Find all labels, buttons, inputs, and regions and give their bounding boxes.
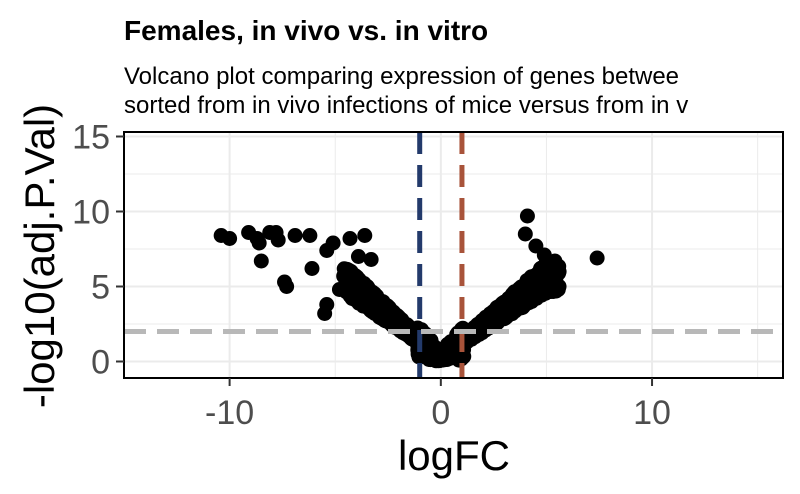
data-point — [517, 226, 533, 242]
data-point — [253, 253, 269, 269]
data-point — [351, 272, 367, 288]
data-point — [589, 250, 605, 266]
data-point — [524, 294, 540, 309]
data-point — [350, 249, 366, 264]
x-tick-label: -10 — [205, 394, 254, 432]
y-tick-label: 10 — [72, 194, 110, 232]
data-point — [317, 306, 333, 321]
data-point — [357, 228, 373, 243]
data-point — [331, 282, 347, 297]
data-point — [325, 235, 341, 251]
data-point — [279, 279, 295, 294]
x-axis-ticks: -10 0 10 — [205, 378, 671, 432]
chart-subtitle-line-1: Volcano plot comparing expression of gen… — [124, 63, 679, 90]
data-point — [270, 232, 286, 248]
x-tick-label: 10 — [633, 394, 671, 432]
data-point — [371, 302, 387, 318]
data-point — [363, 252, 379, 267]
x-tick-label: 0 — [431, 394, 450, 432]
data-point — [287, 228, 303, 243]
y-tick-label: 0 — [91, 344, 110, 382]
data-point — [302, 228, 318, 243]
data-point — [383, 302, 399, 318]
data-point — [222, 231, 238, 246]
x-axis-label: logFC — [398, 432, 510, 479]
data-point — [433, 349, 449, 365]
data-point — [251, 235, 267, 251]
chart-title: Females, in vivo vs. in vitro — [124, 15, 488, 46]
chart-subtitle-line-2: sorted from in vivo infections of mice v… — [124, 92, 688, 119]
data-point — [538, 261, 554, 276]
data-point — [421, 335, 437, 351]
y-axis-ticks: 0 5 10 15 — [72, 119, 124, 382]
data-point — [342, 231, 358, 246]
reference-lines — [124, 132, 783, 378]
grid — [123, 132, 783, 378]
data-point — [545, 273, 561, 288]
data-point — [336, 268, 352, 284]
plot-panel-border — [123, 131, 784, 379]
y-tick-label: 15 — [72, 119, 110, 157]
data-point — [304, 261, 320, 276]
data-point — [509, 286, 525, 302]
y-axis-label: -log10(adj.P.Val) — [16, 104, 63, 408]
data-point — [344, 291, 360, 306]
y-tick-label: 5 — [91, 269, 110, 307]
data-point — [519, 208, 535, 224]
